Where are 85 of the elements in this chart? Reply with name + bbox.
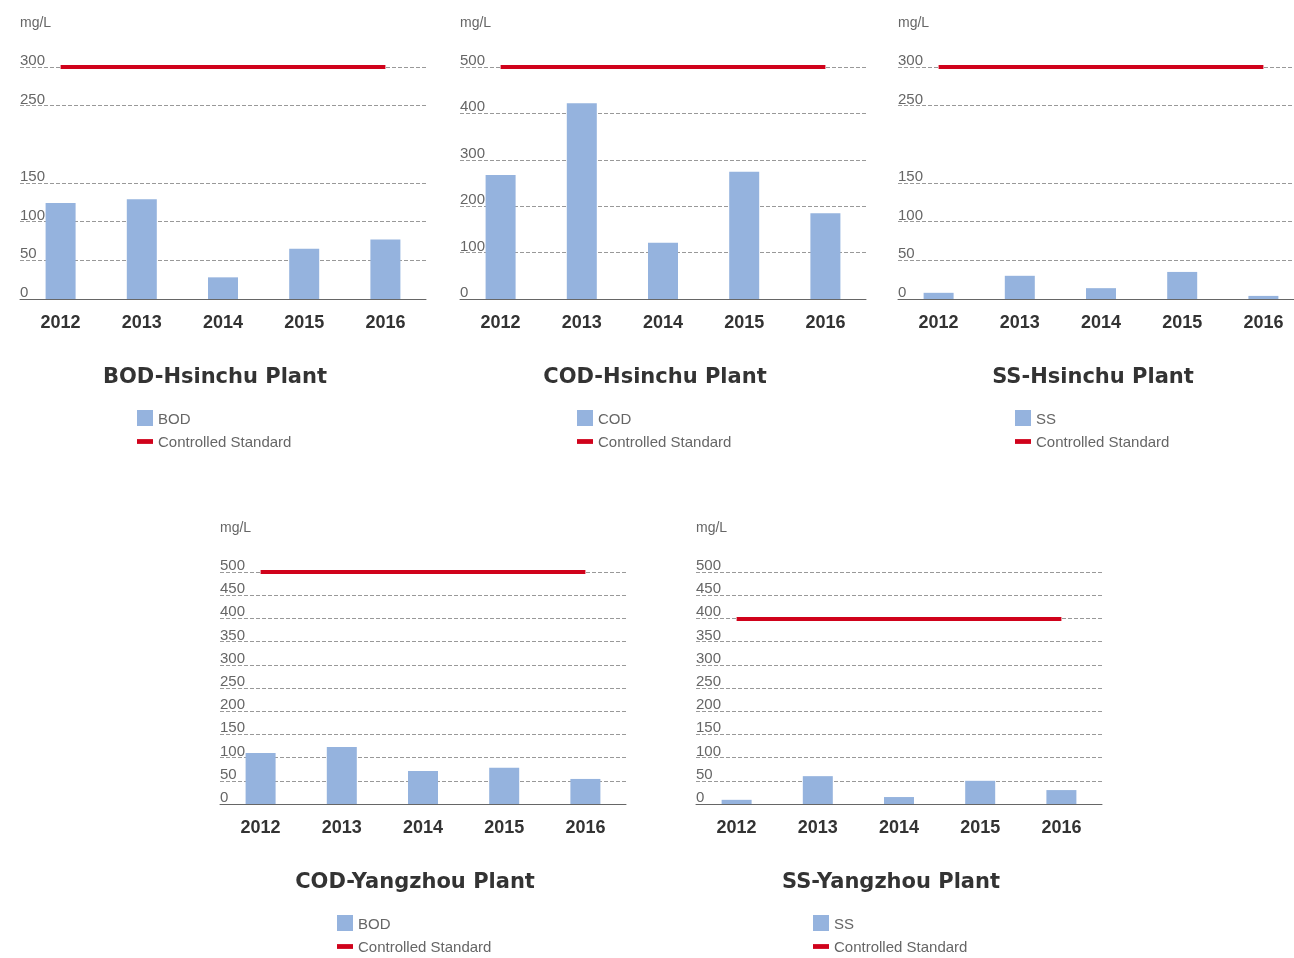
- y-tick-label: 100: [20, 205, 46, 223]
- legend-label: Controlled Standard: [158, 433, 292, 450]
- y-tick-label: 350: [696, 625, 722, 643]
- y-tick-label: 300: [20, 51, 46, 68]
- y-tick-label: 100: [898, 205, 924, 223]
- x-tick-label: 2016: [805, 312, 846, 332]
- y-tick-label: 250: [898, 89, 924, 107]
- y-tick-label: 400: [460, 97, 486, 115]
- y-axis-title: mg/L: [220, 519, 252, 535]
- legend-label: Controlled Standard: [358, 938, 492, 955]
- x-tick-label: 2012: [240, 817, 281, 837]
- y-tick-label: 300: [898, 51, 924, 68]
- y-tick-label: 0: [460, 283, 469, 300]
- x-tick-label: 2012: [480, 312, 521, 332]
- legend-label: BOD: [158, 409, 191, 427]
- legend-label: Controlled Standard: [1036, 433, 1170, 450]
- y-tick-label: 300: [460, 143, 486, 161]
- y-tick-label: 400: [696, 602, 722, 620]
- y-tick-label: 100: [696, 741, 722, 759]
- legend-label: SS: [834, 914, 855, 932]
- x-tick-label: 2015: [960, 817, 1001, 837]
- y-tick-label: 250: [20, 89, 46, 107]
- text: SS-Hsinchu Plant: [992, 363, 1194, 388]
- y-tick-label: 50: [696, 764, 713, 782]
- y-tick-label: 0: [898, 283, 907, 300]
- y-tick-label: 500: [220, 556, 246, 573]
- x-tick-label: 2014: [202, 312, 244, 332]
- x-tick-label: 2016: [365, 312, 406, 332]
- y-tick-label: 50: [220, 764, 237, 782]
- x-tick-label: 2015: [1162, 312, 1203, 332]
- y-tick-label: 200: [696, 695, 722, 713]
- x-tick-label: 2015: [284, 312, 325, 332]
- x-tick-label: 2012: [918, 312, 959, 332]
- y-tick-label: 500: [460, 51, 486, 68]
- y-tick-label: 50: [20, 244, 37, 262]
- y-tick-label: 0: [220, 788, 229, 805]
- x-tick-label: 2016: [1243, 312, 1284, 332]
- x-tick-label: 2015: [484, 817, 525, 837]
- y-tick-label: 200: [220, 695, 246, 713]
- y-tick-label: 200: [460, 190, 486, 208]
- x-tick-label: 2015: [724, 312, 765, 332]
- y-tick-label: 300: [696, 648, 722, 666]
- y-axis-title: mg/L: [898, 14, 930, 30]
- x-tick-label: 2013: [999, 312, 1040, 332]
- x-tick-label: 2016: [1041, 817, 1082, 837]
- x-tick-label: 2014: [1080, 312, 1122, 332]
- x-tick-label: 2014: [402, 817, 444, 837]
- y-tick-label: 350: [220, 625, 246, 643]
- y-tick-label: 400: [220, 602, 246, 620]
- x-tick-label: 2012: [40, 312, 81, 332]
- legend-label: Controlled Standard: [834, 938, 968, 955]
- x-tick-label: 2016: [565, 817, 606, 837]
- y-tick-label: 150: [898, 167, 924, 184]
- x-tick-label: 2014: [642, 312, 684, 332]
- text: BOD-Hsinchu Plant: [102, 363, 328, 388]
- y-tick-label: 450: [696, 579, 722, 597]
- y-tick-label: 0: [696, 788, 705, 805]
- x-tick-label: 2013: [561, 312, 602, 332]
- y-axis-title: mg/L: [20, 14, 52, 30]
- y-axis-title: mg/L: [460, 14, 492, 30]
- legend-label: COD: [598, 409, 632, 427]
- text: SS-Yangzhou Plant: [782, 868, 1000, 893]
- y-tick-label: 150: [220, 718, 246, 736]
- y-tick-label: 250: [220, 672, 246, 689]
- y-tick-label: 150: [20, 167, 46, 184]
- y-tick-label: 500: [696, 556, 722, 573]
- x-tick-label: 2013: [797, 817, 838, 837]
- y-tick-label: 250: [696, 672, 722, 689]
- y-tick-label: 50: [898, 244, 915, 262]
- y-tick-label: 100: [220, 741, 246, 759]
- legend-label: Controlled Standard: [598, 433, 732, 450]
- legend-label: SS: [1036, 409, 1057, 427]
- y-tick-label: 100: [460, 236, 486, 254]
- x-tick-label: 2012: [716, 817, 757, 837]
- y-tick-label: 450: [220, 579, 246, 597]
- y-tick-label: 0: [20, 283, 29, 300]
- x-tick-label: 2013: [321, 817, 362, 837]
- legend-label: BOD: [358, 914, 391, 932]
- text: COD-Hsinchu Plant: [543, 363, 767, 388]
- y-tick-label: 300: [220, 648, 246, 666]
- x-tick-label: 2013: [121, 312, 162, 332]
- x-tick-label: 2014: [878, 817, 920, 837]
- text: COD-Yangzhou Plant: [295, 868, 535, 893]
- y-tick-label: 150: [696, 718, 722, 736]
- y-axis-title: mg/L: [696, 519, 728, 535]
